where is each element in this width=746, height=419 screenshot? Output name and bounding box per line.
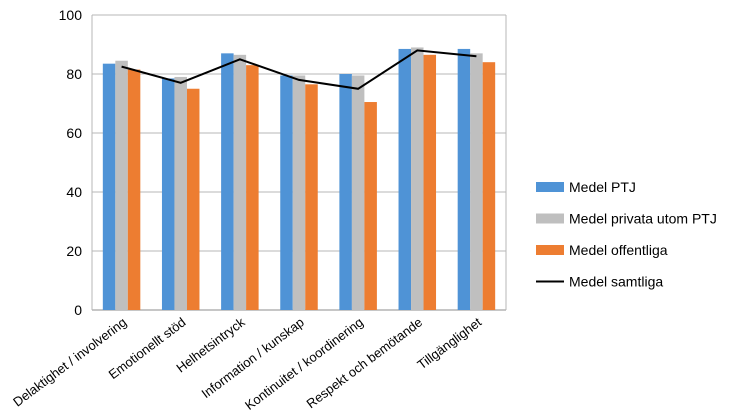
- bar: [246, 65, 259, 311]
- legend-label: Medel privata utom PTJ: [569, 211, 717, 227]
- bar: [482, 62, 496, 311]
- bar: [127, 69, 141, 310]
- series-line: [121, 49, 477, 90]
- bar: [364, 102, 377, 311]
- legend-swatch: [536, 213, 564, 224]
- bar: [292, 75, 306, 310]
- bar: [186, 88, 200, 310]
- bar: [411, 47, 424, 310]
- bar: [102, 63, 116, 310]
- bar: [174, 76, 187, 310]
- y-tick-label: 100: [59, 7, 83, 23]
- y-tick-label: 0: [74, 302, 82, 318]
- bar: [115, 60, 128, 310]
- bar: [423, 54, 437, 311]
- bar: [351, 75, 365, 310]
- y-tick-label: 60: [66, 125, 82, 141]
- bar: [280, 75, 293, 310]
- bar: [305, 84, 318, 310]
- bar: [233, 54, 247, 311]
- y-axis-ticks: 0 20 40 60 80 100: [59, 7, 83, 318]
- bar: [339, 74, 352, 310]
- y-tick-label: 40: [66, 184, 82, 200]
- legend-label: Medel PTJ: [569, 179, 636, 195]
- x-tick-label: Information / kunskap: [199, 314, 307, 401]
- bars: [102, 47, 496, 311]
- x-tick-label: Respekt och bemötande: [304, 314, 426, 411]
- bar: [161, 78, 175, 310]
- legend-swatch: [536, 245, 564, 255]
- y-tick-label: 80: [66, 66, 82, 82]
- x-tick-label: Delaktighet / involvering: [10, 314, 129, 409]
- bar: [398, 48, 412, 311]
- legend-label: Medel samtliga: [569, 274, 663, 290]
- x-tick-label: Tillgänglighet: [414, 314, 484, 372]
- line-series: [121, 49, 477, 90]
- bar: [457, 48, 471, 311]
- bar: [470, 53, 483, 310]
- legend-swatch: [536, 182, 564, 192]
- y-tick-label: 20: [66, 243, 82, 259]
- bar: [221, 53, 234, 310]
- legend-label: Medel offentliga: [569, 242, 668, 258]
- legend: Medel PTJ Medel privata utom PTJ Medel off…: [536, 179, 717, 290]
